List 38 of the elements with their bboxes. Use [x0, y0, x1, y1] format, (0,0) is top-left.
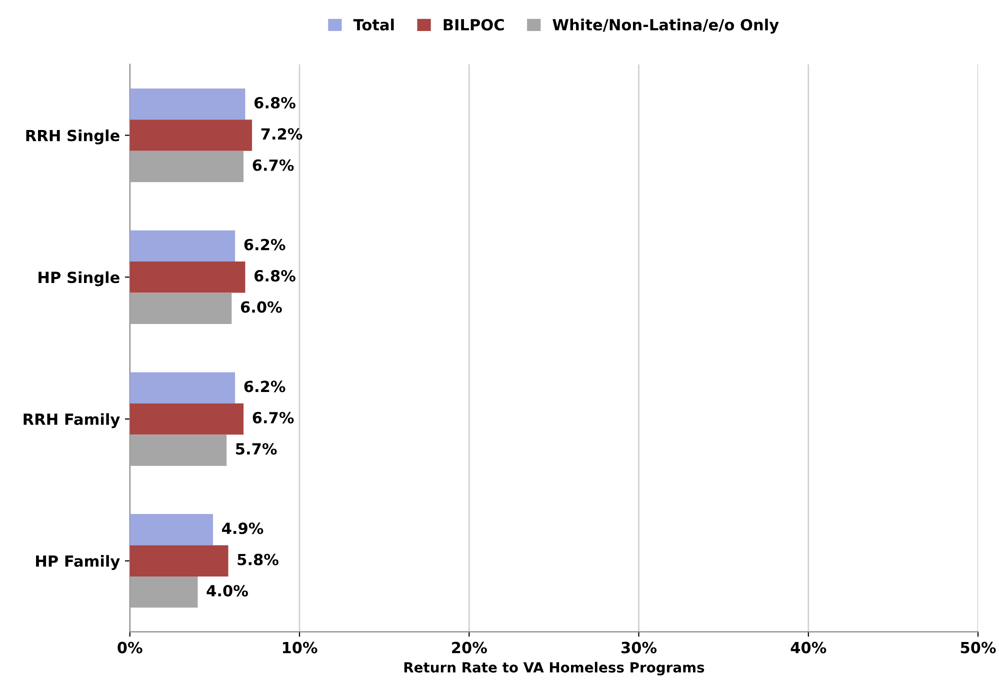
- bar: [130, 262, 246, 293]
- y-tick-label: HP Family: [36, 555, 120, 570]
- data-label: 6.2%: [244, 238, 286, 250]
- bar: [130, 434, 227, 466]
- data-label: 6.8%: [254, 270, 296, 282]
- legend-label: Total: [353, 18, 394, 31]
- bar: [130, 545, 228, 576]
- bar: [130, 372, 236, 404]
- data-label: 6.7%: [252, 412, 294, 424]
- x-tick-label: 40%: [790, 642, 826, 654]
- bar: [130, 403, 244, 435]
- x-tick-label: 30%: [622, 642, 657, 654]
- bar: [130, 514, 213, 546]
- x-tick-label: 50%: [960, 642, 996, 654]
- legend-label: White/Non-Latina/e/o Only: [552, 18, 779, 34]
- data-label: 6.2%: [244, 380, 286, 392]
- data-label: 5.7%: [236, 443, 277, 455]
- legend-label: BILPOC: [444, 18, 504, 31]
- data-label: 6.8%: [254, 96, 296, 109]
- y-tick-label: HP Single: [38, 271, 120, 286]
- data-label: 4.0%: [206, 584, 248, 597]
- data-label: 7.2%: [261, 128, 302, 140]
- bar: [130, 88, 246, 120]
- bar: [130, 120, 252, 151]
- x-tick-label: 10%: [282, 642, 318, 654]
- x-tick-label: 0%: [118, 642, 142, 654]
- y-tick-label: RRH Family: [24, 413, 120, 428]
- x-tick-label: 20%: [452, 642, 487, 654]
- data-label: 6.7%: [252, 159, 294, 171]
- y-tick-label: RRH Single: [26, 129, 120, 144]
- bar: [130, 576, 198, 608]
- x-axis-title: Return Rate to VA Homeless Programs: [404, 662, 704, 676]
- data-label: 5.8%: [238, 554, 278, 566]
- bar: [130, 230, 236, 262]
- data-label: 4.9%: [222, 522, 264, 534]
- bar: [130, 292, 232, 324]
- data-label: 6.0%: [240, 301, 282, 313]
- bar: [130, 150, 244, 182]
